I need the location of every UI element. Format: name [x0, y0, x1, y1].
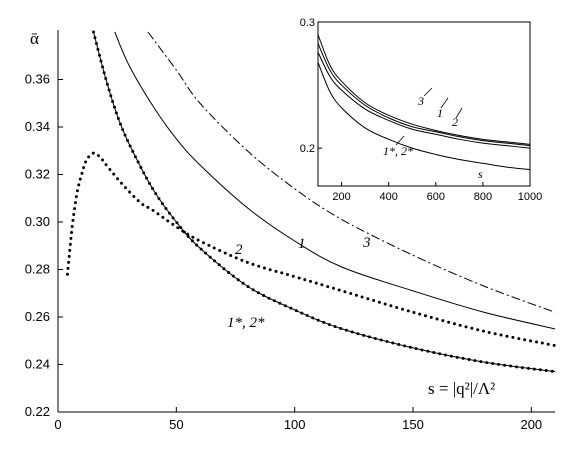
inset-label-1: 1 — [437, 106, 443, 120]
main-x-tick-label: 200 — [520, 417, 542, 432]
main-y-tick-label: 0.28 — [25, 262, 50, 277]
inset-label-3: 3 — [417, 94, 424, 108]
main-x-tick-label: 150 — [402, 417, 424, 432]
inset-ticks: 200 400 600 800 1000 0.2 0.3 — [300, 17, 543, 203]
main-curves — [65, 30, 557, 374]
inset-x-tick-label: 600 — [427, 191, 445, 203]
inset-y-tick-label: 0.2 — [300, 143, 315, 155]
main-x-tick-label: 0 — [54, 417, 61, 432]
label-curve-3: 3 — [362, 235, 371, 251]
main-x-tick-label: 50 — [169, 417, 183, 432]
inset-series-0 — [317, 34, 531, 145]
inset-series-3 — [317, 62, 531, 171]
label-curve-1star-2star: 1*, 2* — [227, 315, 265, 331]
main-series-0 — [114, 31, 556, 330]
main-plot: 0 50 100 150 2000.220.240.260.280.300.320.34… — [25, 29, 557, 433]
inset-label-1star-2star: 1*, 2* — [383, 144, 413, 158]
main-y-tick-label: 0.24 — [25, 357, 50, 372]
main-series-3-dots — [92, 30, 557, 374]
inset-series-2 — [317, 52, 531, 149]
inset-x-tick-label: 400 — [379, 191, 397, 203]
inset-label-leader — [395, 135, 405, 146]
inset-frame — [317, 21, 531, 187]
inset-series-1 — [317, 43, 531, 147]
label-curve-2: 2 — [235, 242, 243, 258]
x-axis-label: s = |q²|/Λ² — [428, 379, 495, 398]
inset-x-tick-label: 800 — [474, 191, 492, 203]
inset-x-tick-label: 200 — [332, 191, 350, 203]
inset-x-tick-label: 1000 — [518, 191, 542, 203]
inset-label-2: 2 — [452, 115, 458, 129]
main-series-2 — [65, 151, 557, 347]
main-y-tick-label: 0.30 — [25, 214, 50, 229]
inset-plot: 200 400 600 800 1000 0.2 0.3 3 1 2 1*, 2* s — [300, 17, 543, 203]
inset-curves — [317, 34, 531, 171]
inset-label-s: s — [478, 167, 483, 181]
main-y-tick-label: 0.22 — [25, 404, 50, 419]
y-axis-label: ᾱ — [30, 29, 39, 48]
main-y-tick-label: 0.36 — [25, 72, 50, 87]
main-y-tick-label: 0.26 — [25, 309, 50, 324]
main-x-tick-label: 100 — [284, 417, 306, 432]
main-y-tick-label: 0.34 — [25, 119, 50, 134]
inset-label-leader — [455, 107, 463, 119]
inset-label-leader — [440, 97, 449, 109]
main-ticks: 0 50 100 150 2000.220.240.260.280.300.320.34… — [25, 72, 542, 433]
main-y-tick-label: 0.32 — [25, 167, 50, 182]
inset-label-leader — [423, 87, 433, 97]
label-curve-1: 1 — [298, 236, 306, 252]
inset-y-tick-label: 0.3 — [300, 17, 315, 29]
main-series-1 — [147, 31, 556, 313]
